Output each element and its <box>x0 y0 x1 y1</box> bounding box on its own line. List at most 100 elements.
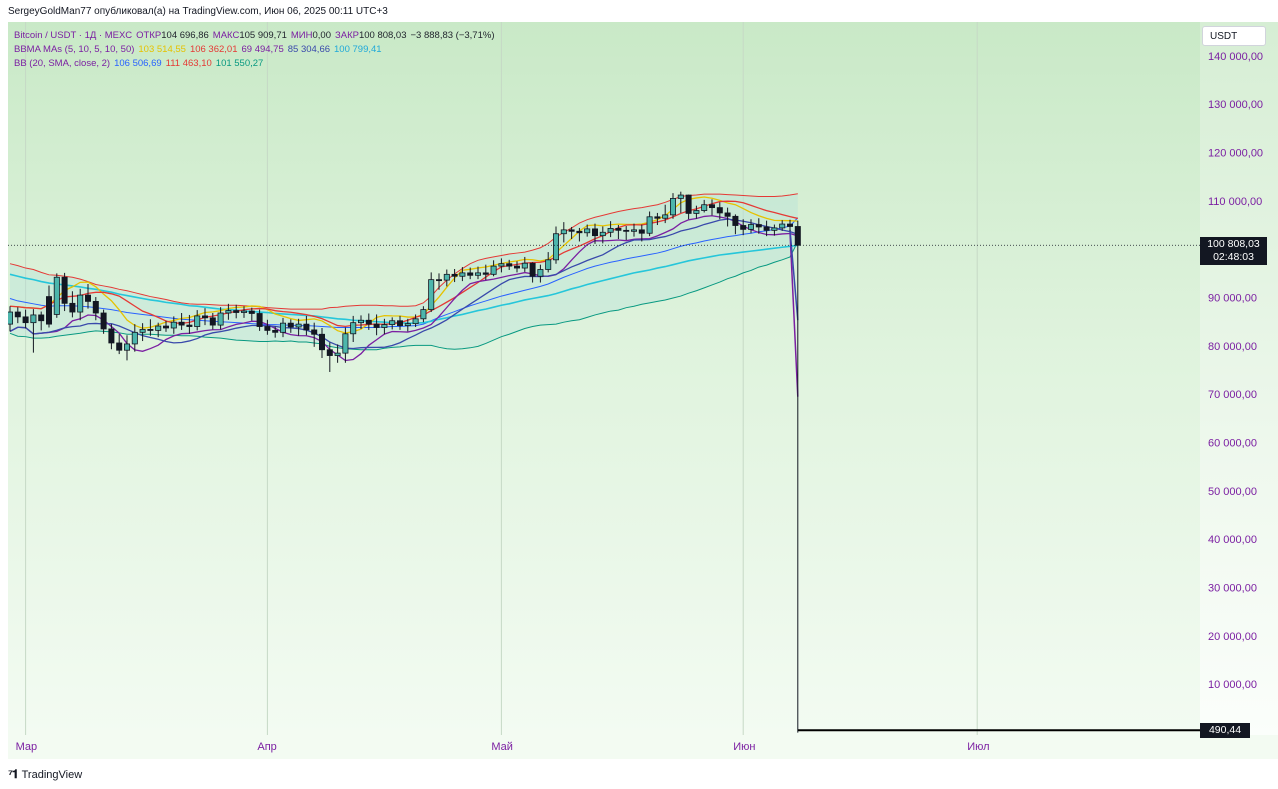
ohlc-close-value: 100 808,03 <box>358 30 407 41</box>
candle-body <box>787 223 794 227</box>
candle-body <box>178 321 185 326</box>
candle-body <box>755 224 762 228</box>
time-tick-label: Апр <box>257 741 276 753</box>
candle-body <box>685 194 692 214</box>
bbma-value-5: 100 799,41 <box>334 44 382 55</box>
legend-symbol-row: Bitcoin / USDT · 1Д · MEXC ОТКР 104 696,8… <box>14 29 494 43</box>
candle-body <box>592 228 599 237</box>
ohlc-low-label: МИН <box>290 30 313 41</box>
price-tick-label: 90 000,00 <box>1208 293 1257 305</box>
ohlc-high-value: 105 909,71 <box>239 30 287 41</box>
last-price-value: 100 808,03 <box>1207 238 1260 251</box>
bb-upper-value: 111 463,10 <box>165 58 212 69</box>
ohlc-change: −3 888,83 (−3,71%) <box>410 30 495 41</box>
candle-body <box>748 224 755 230</box>
price-tick-label: 20 000,00 <box>1208 631 1257 643</box>
candle-body <box>233 310 240 313</box>
candle-body <box>22 316 29 324</box>
last-price-tag: 100 808,03 02:48:03 <box>1200 237 1267 266</box>
candle-body <box>724 212 731 217</box>
candle-body <box>8 311 13 325</box>
candle-body <box>560 229 567 235</box>
candle-body <box>147 329 154 331</box>
price-tick-label: 30 000,00 <box>1208 583 1257 595</box>
bb-basis-line <box>9 217 799 329</box>
candle-body <box>334 352 341 356</box>
price-tick-label: 50 000,00 <box>1208 486 1257 498</box>
candle-body <box>303 323 310 331</box>
bb-lower-value: 101 550,27 <box>215 58 264 69</box>
candle-body <box>287 322 294 328</box>
bb-label[interactable]: BB (20, SMA, close, 2) <box>14 58 111 69</box>
candle-body <box>295 323 302 328</box>
candle-body <box>506 263 513 267</box>
ohlc-low-value: 0,00 <box>312 30 332 41</box>
price-tick-label: 60 000,00 <box>1208 438 1257 450</box>
time-axis[interactable]: Мар Апр Май Июн Июл <box>8 735 1278 759</box>
candle-body <box>771 227 778 231</box>
candle-body <box>607 228 614 233</box>
bbma-value-1: 103 514,55 <box>138 44 186 55</box>
candle-body <box>38 314 45 322</box>
candle-body <box>92 300 99 314</box>
candle-body <box>108 328 115 344</box>
symbol-title[interactable]: Bitcoin / USDT · 1Д · MEXC <box>14 30 133 41</box>
bbma-value-3: 69 494,75 <box>241 44 284 55</box>
candle-body <box>404 323 411 326</box>
candle-body <box>100 312 107 330</box>
price-axis[interactable]: 10 000,00 20 000,00 30 000,00 40 000,00 50 0… <box>1200 22 1278 735</box>
candle-body <box>498 263 505 267</box>
candle-body <box>240 310 247 313</box>
candle-body <box>428 279 435 311</box>
candle-body <box>217 312 224 326</box>
price-tick-label: 40 000,00 <box>1208 534 1257 546</box>
candle-body <box>662 214 669 219</box>
currency-unit-button[interactable]: USDT <box>1202 26 1266 46</box>
bbma-label[interactable]: BBMA MAs (5, 10, 5, 10, 50) <box>14 44 135 55</box>
candle-body <box>256 313 263 327</box>
candle-body <box>61 276 68 304</box>
price-tick-label: 140 000,00 <box>1208 51 1263 63</box>
candle-body <box>225 310 232 314</box>
price-chart[interactable] <box>8 22 1200 735</box>
candle-body <box>740 225 747 230</box>
candle-body <box>155 325 162 331</box>
price-tick-label: 10 000,00 <box>1208 679 1257 691</box>
candle-body <box>311 329 318 335</box>
candle-body <box>677 194 684 199</box>
ma10-high-line <box>9 200 798 327</box>
candle-body <box>537 269 544 277</box>
chart-pane[interactable] <box>8 22 1200 735</box>
candle-body <box>521 262 528 269</box>
candle-body <box>46 296 53 325</box>
tradingview-logo-icon: ⁷𝟏 <box>8 767 19 781</box>
bar-countdown: 02:48:03 <box>1213 251 1254 264</box>
candle-body <box>529 262 536 277</box>
candle-body <box>732 215 739 226</box>
ohlc-high-label: МАКС <box>212 30 240 41</box>
candle-body <box>584 228 591 234</box>
ma-spike-1 <box>789 232 799 397</box>
candle-body <box>77 294 84 313</box>
candle-body <box>693 210 700 214</box>
candle-body <box>631 229 638 232</box>
candle-body <box>116 342 123 351</box>
ema50-line <box>9 244 798 324</box>
candle-body <box>576 230 583 234</box>
tradingview-logo[interactable]: ⁷𝟏 TradingView <box>8 767 82 782</box>
low-price-tag: 490,44 <box>1200 723 1250 739</box>
price-tick-label: 130 000,00 <box>1208 99 1263 111</box>
time-tick-label: Июн <box>733 741 755 753</box>
candle-body <box>599 231 606 237</box>
price-tick-label: 80 000,00 <box>1208 341 1257 353</box>
candle-body <box>326 349 333 356</box>
time-tick-label: Июл <box>967 741 989 753</box>
candle-body <box>69 302 76 313</box>
candle-body <box>342 333 349 354</box>
candle-body <box>396 320 403 326</box>
ohlc-open-label: ОТКР <box>136 30 162 41</box>
candle-body <box>381 324 388 328</box>
ma10-low-line <box>9 218 799 350</box>
candle-body <box>248 310 255 314</box>
candle-body <box>318 333 325 351</box>
